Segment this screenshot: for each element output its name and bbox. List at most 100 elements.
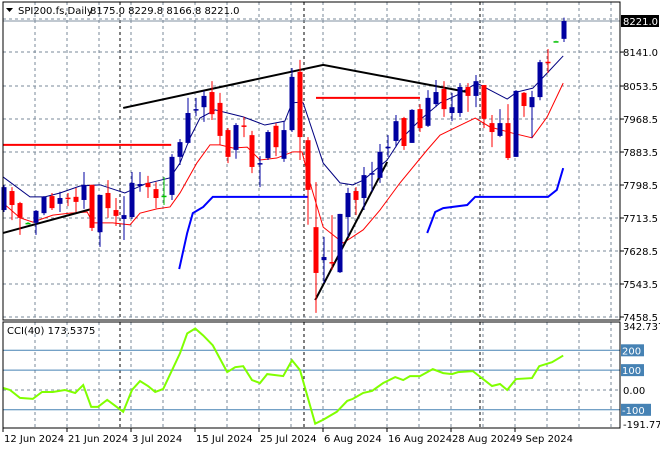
candle-body [417, 109, 423, 129]
candle [313, 182, 319, 313]
candle [521, 92, 527, 117]
candle [89, 184, 95, 232]
candle-body [25, 222, 31, 225]
candle [177, 139, 183, 166]
candle [129, 172, 135, 219]
candle-body [473, 81, 479, 96]
candle-body [105, 192, 111, 209]
ohlc-readout: 8175.0 8229.8 8166.8 8221.0 [90, 6, 240, 17]
candle [361, 166, 367, 211]
candle [497, 109, 503, 138]
candle [529, 90, 535, 138]
trendline [2, 207, 93, 234]
candle-body [57, 198, 63, 204]
candle [121, 196, 127, 240]
candle [153, 182, 159, 209]
candle [265, 130, 271, 160]
date-label: 15 Jul 2024 [196, 434, 253, 445]
candle [25, 222, 31, 225]
candle-body [337, 213, 343, 273]
candle [49, 192, 55, 211]
candle-body [353, 191, 359, 200]
candle [57, 191, 63, 212]
candle [97, 194, 103, 247]
candle [353, 187, 359, 216]
cci-level-badge [621, 364, 644, 377]
candle-body [433, 92, 439, 105]
candle-body [153, 189, 159, 199]
candle [425, 90, 431, 127]
candle-body [89, 184, 95, 228]
candle-body [257, 163, 263, 165]
candle [233, 123, 239, 159]
candle-body [161, 195, 167, 198]
price-label: 7968.5 [623, 115, 658, 126]
candle [105, 180, 111, 218]
candle-body [489, 123, 495, 133]
candle-body [361, 175, 367, 199]
candle-body [225, 130, 231, 157]
cci-axis-label: -191.7748 [623, 420, 660, 431]
price-label: 7883.5 [623, 148, 658, 159]
chart-header: SPI200.fs,Daily 8175.0 8229.8 8166.8 822… [6, 6, 240, 17]
candle-body [17, 203, 23, 218]
candle [33, 210, 39, 235]
candle [449, 92, 455, 122]
candle-body [425, 97, 431, 126]
candle [273, 123, 279, 157]
trendline [122, 63, 468, 109]
candle [161, 177, 167, 206]
cci-axis-label: 0.00 [623, 386, 645, 397]
candle-body [249, 135, 255, 167]
candle-body [385, 146, 391, 149]
candle-body [457, 86, 463, 114]
candle-body [137, 184, 143, 186]
candle-body [441, 88, 447, 110]
candle-body [41, 196, 47, 214]
symbol-label: SPI200.fs,Daily [18, 6, 93, 17]
candle-body [121, 215, 127, 219]
candle-body [481, 85, 487, 119]
price-panel [1, 17, 567, 313]
candle-body [129, 182, 135, 218]
candle-body [265, 132, 271, 159]
candle [321, 236, 327, 284]
triangle-down-icon[interactable] [6, 8, 13, 12]
cci-axis-label: 342.7377 [623, 322, 660, 333]
candle [297, 59, 303, 160]
candle [281, 121, 287, 162]
cci-level-label: 200 [622, 346, 641, 357]
date-label: 3 Jul 2024 [132, 434, 182, 445]
candle-body [545, 61, 551, 64]
cci-level-label: 100 [622, 366, 641, 377]
candle [457, 83, 463, 117]
candle-body [377, 151, 383, 178]
candle [113, 198, 119, 226]
candle-body [177, 142, 183, 157]
candle-body [449, 107, 455, 114]
stop-line [426, 167, 565, 234]
candle [369, 161, 375, 192]
candle-body [465, 86, 471, 96]
stop-line [178, 195, 308, 270]
candle-body [329, 262, 335, 264]
candle [217, 92, 223, 145]
candle [345, 187, 351, 237]
candle-body [33, 210, 39, 223]
price-label: 7713.5 [623, 214, 658, 225]
candle [393, 114, 399, 148]
candle [241, 116, 247, 138]
candle-body [201, 95, 207, 108]
candle [337, 213, 343, 273]
cci-panel-frame [2, 321, 621, 429]
candle [9, 187, 15, 221]
grid [3, 2, 620, 428]
candle-body [521, 92, 527, 107]
candle [553, 40, 559, 43]
candle-body [81, 184, 87, 200]
candle-body [513, 90, 519, 157]
candle-body [497, 123, 503, 136]
candle [561, 17, 567, 43]
candle [289, 67, 295, 133]
